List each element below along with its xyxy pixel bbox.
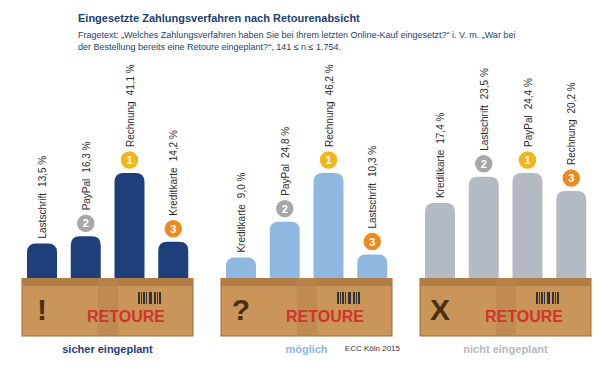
svg-text:Lastschrift10,3 %: Lastschrift10,3 % <box>367 146 378 229</box>
svg-text:RETOURE: RETOURE <box>286 308 364 325</box>
html-text:ECC Köln 2015: ECC Köln 2015 <box>344 344 400 353</box>
svg-text:3: 3 <box>369 236 375 248</box>
svg-text:1: 1 <box>325 154 331 166</box>
svg-text:Rechnung46,2 %: Rechnung46,2 % <box>323 64 334 147</box>
html-text:Eingesetzte Zahlungsverfahren: Eingesetzte Zahlungsverfahren nach Retou… <box>78 12 360 24</box>
html-text:nicht eingeplant: nicht eingeplant <box>463 343 548 355</box>
svg-text:RETOURE: RETOURE <box>485 308 563 325</box>
svg-text:3: 3 <box>170 223 176 235</box>
html-text:Fragetext: „Welches Zahlungsve: Fragetext: „Welches Zahlungsverfahren ha… <box>78 30 516 52</box>
svg-text:3: 3 <box>568 172 574 184</box>
html-text:möglich: möglich <box>285 343 328 355</box>
svg-text:2: 2 <box>481 158 487 170</box>
svg-text:?: ? <box>232 293 250 326</box>
svg-text:1: 1 <box>126 154 132 166</box>
svg-text:2: 2 <box>83 217 89 229</box>
svg-text:1: 1 <box>524 154 530 166</box>
svg-text:PayPal16,3 %: PayPal16,3 % <box>80 141 91 210</box>
svg-text:PayPal24,8 %: PayPal24,8 % <box>279 127 290 196</box>
svg-text:PayPal24,4 %: PayPal24,4 % <box>522 78 533 147</box>
svg-text:Kreditkarte9,0 %: Kreditkarte9,0 % <box>236 173 247 253</box>
svg-text:!: ! <box>37 293 47 326</box>
html-text:sicher eingeplant: sicher eingeplant <box>62 343 153 355</box>
svg-text:Kreditkarte17,4 %: Kreditkarte17,4 % <box>435 113 446 199</box>
svg-text:X: X <box>430 293 450 326</box>
svg-text:Lastschrift23,5 %: Lastschrift23,5 % <box>478 68 489 151</box>
svg-text:Rechnung41,1 %: Rechnung41,1 % <box>124 64 135 147</box>
svg-text:2: 2 <box>282 203 288 215</box>
svg-text:Rechnung20,2 %: Rechnung20,2 % <box>566 82 577 165</box>
svg-text:Kreditkarte14,2 %: Kreditkarte14,2 % <box>168 130 179 216</box>
svg-text:RETOURE: RETOURE <box>87 308 165 325</box>
svg-text:Lastschrift13,5 %: Lastschrift13,5 % <box>37 156 48 239</box>
